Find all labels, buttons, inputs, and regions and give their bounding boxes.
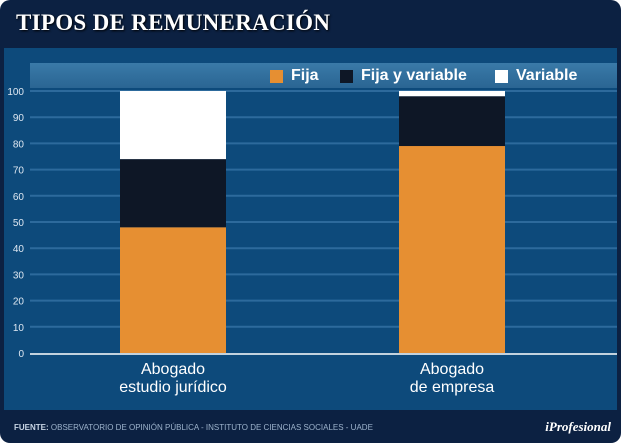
brand-logo: iProfesional <box>545 419 611 434</box>
y-tick-label: 90 <box>13 113 25 124</box>
legend-item-variable: Variable <box>495 67 577 85</box>
legend-swatch <box>340 69 353 83</box>
y-tick-label: 10 <box>13 323 25 334</box>
legend-label: Variable <box>516 67 578 84</box>
y-tick-label: 70 <box>13 166 25 177</box>
legend-swatch <box>270 69 283 83</box>
legend-label: Fija y variable <box>361 67 467 84</box>
source-text: OBSERVATORIO DE OPINIÓN PÚBLICA - INSTIT… <box>50 423 373 432</box>
legend-swatch <box>495 69 508 83</box>
bar-segment-variable <box>120 91 226 160</box>
y-tick-label: 60 <box>13 192 25 203</box>
bar-segment-fija-y-variable <box>399 96 505 147</box>
y-tick-label: 20 <box>13 297 25 308</box>
legend-item-fija-y-variable: Fija y variable <box>340 67 467 85</box>
bar-segment-fija <box>120 227 226 353</box>
y-tick-label: 40 <box>13 244 25 255</box>
source-note: FUENTE: OBSERVATORIO DE OPINIÓN PÚBLICA … <box>14 423 373 432</box>
legend: Fija Fija y variable Variable <box>30 63 617 88</box>
source-label: FUENTE: <box>14 423 49 432</box>
bar-segment-fija-y-variable <box>120 159 226 228</box>
x-tick-label: estudio jurídico <box>119 379 227 396</box>
footer: FUENTE: OBSERVATORIO DE OPINIÓN PÚBLICA … <box>0 410 621 443</box>
bar-segment-fija <box>399 146 505 353</box>
x-tick-label: de empresa <box>410 379 495 396</box>
chart-title: TIPOS DE REMUNERACIÓN <box>16 10 331 35</box>
y-tick-label: 50 <box>13 218 25 229</box>
x-tick-label: Abogado <box>420 361 484 378</box>
y-tick-label: 100 <box>7 87 24 98</box>
plot-panel <box>4 48 617 410</box>
bar-segment-variable <box>399 91 505 97</box>
y-tick-label: 80 <box>13 139 25 150</box>
x-tick-label: Abogado <box>141 361 205 378</box>
legend-item-fija: Fija <box>270 67 319 85</box>
y-tick-label: 0 <box>18 349 24 360</box>
y-tick-label: 30 <box>13 270 25 281</box>
legend-label: Fija <box>291 67 319 84</box>
